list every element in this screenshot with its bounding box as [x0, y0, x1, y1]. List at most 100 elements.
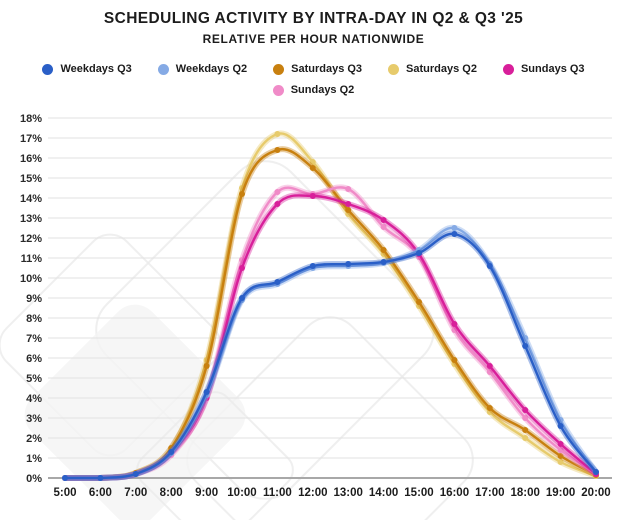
x-tick-label: 7:00	[124, 487, 147, 499]
y-tick-label: 9%	[26, 293, 42, 305]
chart-title: SCHEDULING ACTIVITY BY INTRA-DAY IN Q2 &…	[103, 10, 524, 27]
data-point-sundays-q3	[380, 217, 387, 223]
y-tick-label: 2%	[26, 433, 42, 445]
data-point-saturdays-q3	[274, 147, 281, 153]
data-point-weekdays-q3	[416, 250, 422, 256]
data-point-sundays-q2	[380, 224, 387, 230]
y-tick-label: 5%	[26, 373, 42, 385]
x-tick-label: 11:00	[263, 487, 292, 499]
y-tick-label: 14%	[20, 193, 42, 205]
y-tick-label: 18%	[20, 113, 42, 125]
data-point-weekdays-q3	[486, 263, 493, 269]
data-point-saturdays-q3	[239, 191, 245, 197]
legend-swatch-weekdays-q2-icon	[157, 63, 169, 75]
legend-label-saturdays-q3: Saturdays Q3	[291, 63, 363, 75]
y-tick-label: 12%	[20, 233, 42, 245]
x-tick-label: 14:00	[369, 487, 398, 499]
data-point-weekdays-q3	[239, 295, 245, 301]
data-point-weekdays-q3	[380, 259, 387, 265]
x-tick-label: 20:00	[581, 487, 610, 499]
legend-item-sundays-q3: Sundays Q3	[502, 63, 585, 75]
data-point-saturdays-q2	[309, 159, 316, 165]
legend-row-1: Weekdays Q3 Weekdays Q2 Saturdays Q3 Sat…	[42, 63, 585, 75]
data-point-saturdays-q3	[416, 299, 422, 305]
legend-swatch-sundays-q2-icon	[272, 84, 284, 96]
legend-item-saturdays-q3: Saturdays Q3	[273, 63, 362, 75]
legend-label-weekdays-q2: Weekdays Q2	[175, 63, 248, 75]
data-point-sundays-q3	[451, 321, 458, 327]
data-point-saturdays-q2	[274, 131, 281, 137]
data-point-weekdays-q3	[62, 475, 68, 481]
data-point-sundays-q2	[274, 189, 281, 195]
chart-legend: Weekdays Q3 Weekdays Q2 Saturdays Q3 Sat…	[0, 63, 627, 96]
legend-label-saturdays-q2: Saturdays Q2	[406, 63, 477, 75]
y-tick-label: 11%	[21, 253, 43, 265]
data-point-weekdays-q3	[309, 263, 316, 269]
data-point-saturdays-q3	[309, 165, 316, 171]
data-point-saturdays-q3	[451, 357, 458, 363]
y-tick-label: 16%	[20, 153, 42, 165]
y-tick-label: 13%	[20, 213, 42, 225]
legend-swatch-weekdays-q3-icon	[42, 63, 54, 75]
data-point-weekdays-q3	[168, 449, 175, 455]
series-line-saturdays-q3	[63, 147, 598, 480]
x-tick-label: 10:00	[227, 487, 256, 499]
y-tick-label: 7%	[26, 333, 42, 345]
legend-item-weekdays-q2: Weekdays Q2	[157, 63, 248, 75]
data-point-sundays-q3	[309, 193, 316, 199]
data-point-saturdays-q3	[557, 453, 564, 459]
data-point-weekdays-q3	[97, 475, 104, 481]
watermark-shape	[24, 304, 246, 520]
chart-subtitle: RELATIVE PER HOUR NATIONWIDE	[202, 32, 425, 46]
data-point-saturdays-q2	[557, 459, 564, 465]
data-point-saturdays-q3	[380, 247, 387, 253]
data-point-saturdays-q3	[203, 363, 210, 369]
data-point-sundays-q3	[345, 201, 352, 207]
y-tick-label: 15%	[20, 173, 42, 185]
data-point-sundays-q3	[274, 201, 281, 207]
data-point-sundays-q2	[451, 327, 458, 333]
data-point-weekdays-q3	[522, 343, 529, 349]
data-point-weekdays-q3	[557, 423, 564, 429]
data-point-sundays-q3	[486, 363, 493, 369]
legend-label-weekdays-q3: Weekdays Q3	[60, 63, 132, 75]
data-point-weekdays-q3	[274, 279, 281, 285]
x-tick-label: 16:00	[440, 487, 469, 499]
legend-swatch-saturdays-q3-icon	[273, 63, 285, 75]
data-point-sundays-q2	[557, 447, 564, 453]
watermark-shape	[136, 391, 294, 520]
x-tick-label: 19:00	[546, 487, 575, 499]
watermark-shape	[186, 316, 474, 520]
x-tick-label: 8:00	[160, 487, 183, 499]
legend-label-sundays-q3: Sundays Q3	[520, 63, 585, 75]
data-point-sundays-q2	[522, 415, 529, 421]
data-point-weekdays-q2	[451, 225, 458, 231]
legend-item-sundays-q2: Sundays Q2	[272, 84, 355, 96]
y-tick-label: 3%	[26, 413, 42, 425]
x-tick-label: 13:00	[333, 487, 362, 499]
data-point-weekdays-q3	[203, 389, 210, 395]
legend-label-sundays-q2: Sundays Q2	[290, 84, 355, 96]
x-tick-label: 15:00	[404, 487, 433, 499]
data-point-saturdays-q3	[345, 207, 352, 213]
data-point-weekdays-q3	[132, 471, 139, 477]
x-tick-label: 18:00	[510, 487, 539, 499]
data-point-saturdays-q2	[522, 435, 529, 441]
data-point-saturdays-q3	[522, 427, 529, 433]
y-tick-label: 6%	[26, 353, 42, 365]
data-point-sundays-q3	[522, 407, 529, 413]
x-tick-label: 5:00	[53, 487, 76, 499]
legend-item-saturdays-q2: Saturdays Q2	[388, 63, 477, 75]
y-tick-label: 4%	[26, 393, 42, 405]
legend-swatch-sundays-q3-icon	[502, 63, 514, 75]
chart-header: SCHEDULING ACTIVITY BY INTRA-DAY IN Q2 &…	[0, 10, 627, 46]
data-point-sundays-q2	[345, 186, 352, 192]
y-tick-label: 0%	[26, 473, 42, 485]
data-point-sundays-q2	[486, 369, 493, 375]
x-tick-label: 9:00	[195, 487, 218, 499]
x-tick-label: 12:00	[298, 487, 327, 499]
data-point-sundays-q3	[239, 265, 245, 271]
y-tick-label: 8%	[26, 313, 42, 325]
